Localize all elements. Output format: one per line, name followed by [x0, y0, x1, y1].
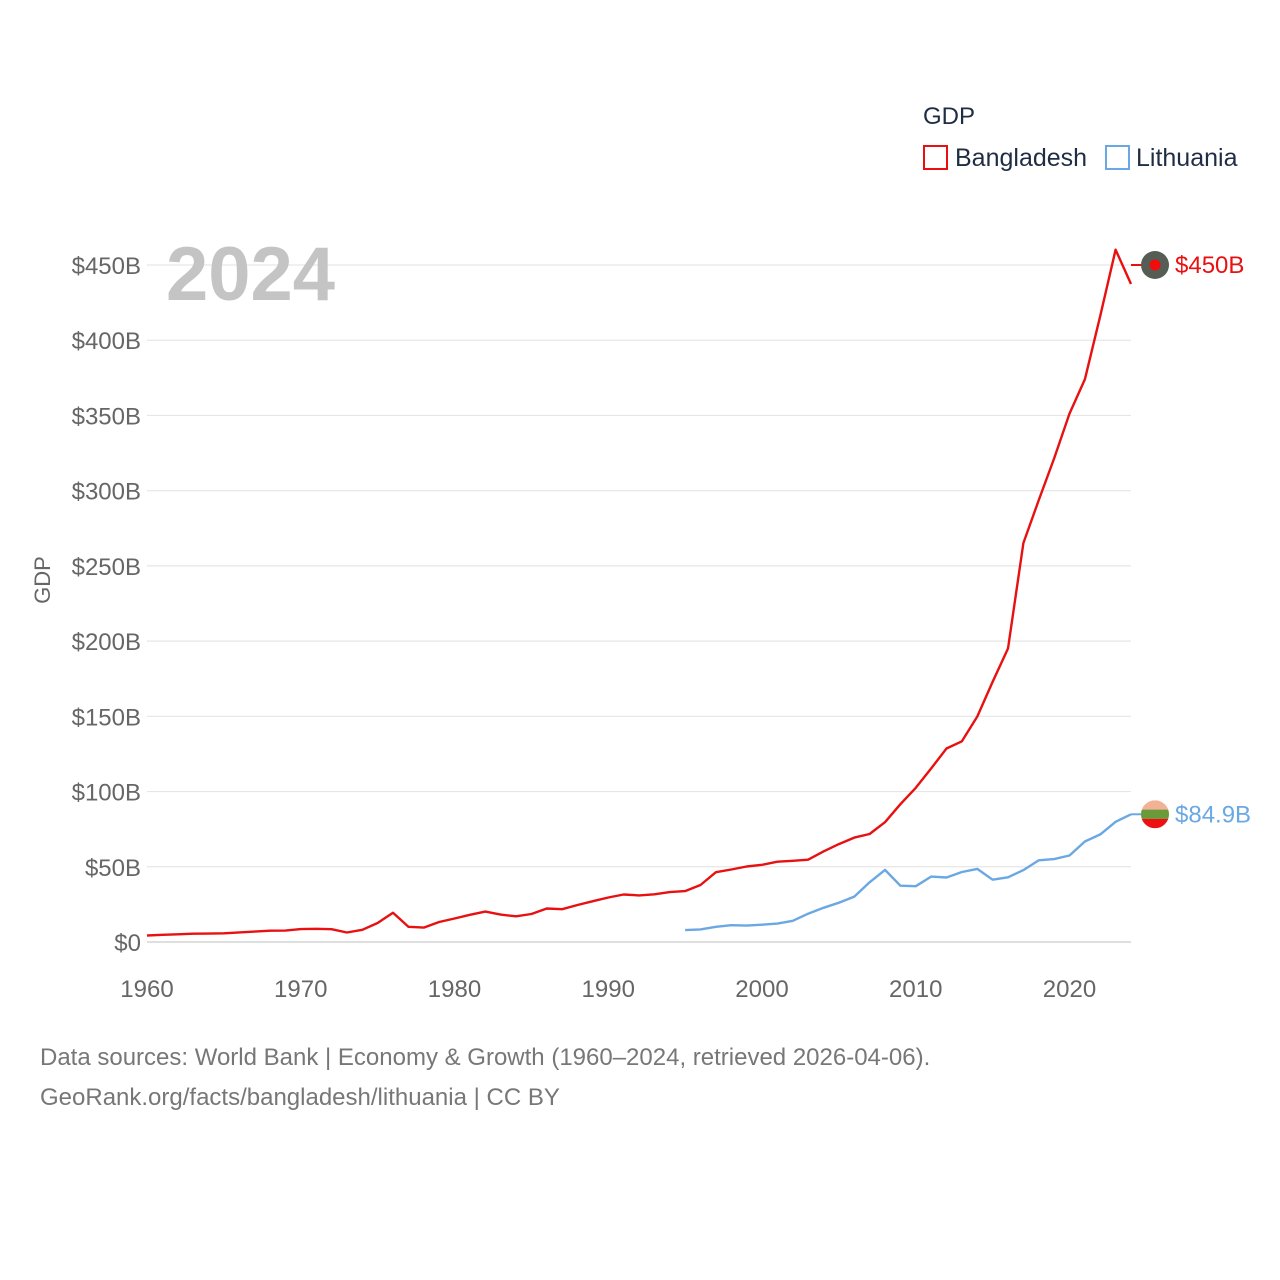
x-tick-label: 1970	[274, 976, 327, 1003]
legend: GDP Bangladesh Lithuania	[923, 103, 1238, 172]
flag-marker-bangladesh[interactable]	[1141, 251, 1169, 279]
source-line-2: GeoRank.org/facts/bangladesh/lithuania |…	[40, 1084, 560, 1111]
legend-label-bangladesh[interactable]: Bangladesh	[955, 144, 1087, 172]
y-axis-title: GDP	[30, 556, 55, 604]
y-tick-label: $200B	[72, 629, 141, 656]
legend-title: GDP	[923, 103, 975, 130]
y-tick-label: $250B	[72, 554, 141, 581]
y-tick-label: $100B	[72, 780, 141, 807]
x-tick-label: 1960	[120, 976, 173, 1003]
series-line-lithuania[interactable]	[685, 813, 1132, 932]
x-tick-label: 2020	[1043, 976, 1096, 1003]
x-tick-label: 2010	[889, 976, 942, 1003]
legend-label-lithuania[interactable]: Lithuania	[1136, 144, 1238, 172]
end-value-label-bangladesh: $450B	[1175, 252, 1244, 279]
y-axis-tick-labels: $0 $50B $100B $150B $200B $250B $300B $350B $400…	[72, 253, 141, 957]
y-tick-label: $350B	[72, 403, 141, 430]
y-tick-label: $150B	[72, 704, 141, 731]
x-tick-label: 1990	[582, 976, 635, 1003]
y-tick-label: $0	[114, 930, 141, 957]
year-label: 2024	[166, 232, 335, 317]
y-tick-label: $300B	[72, 479, 141, 506]
flag-disc	[1149, 259, 1161, 271]
legend-swatch-lithuania[interactable]	[1105, 145, 1130, 170]
y-tick-label: $450B	[72, 253, 141, 280]
series-lines	[146, 248, 1133, 937]
y-tick-label: $400B	[72, 328, 141, 355]
end-value-label-lithuania: $84.9B	[1175, 801, 1251, 828]
y-tick-label: $50B	[85, 855, 141, 882]
flag-stripe-middle	[1141, 809, 1169, 819]
flag-stripe-top	[1141, 800, 1169, 810]
end-markers: $450B $84.9B	[1131, 251, 1251, 829]
flag-marker-lithuania[interactable]	[1141, 800, 1169, 829]
x-tick-label: 1980	[428, 976, 481, 1003]
x-axis-tick-labels: 1960 1970 1980 1990 2000 2010 2020	[120, 976, 1096, 1003]
legend-swatch-bangladesh[interactable]	[923, 145, 948, 170]
flag-stripe-bottom	[1141, 818, 1169, 829]
source-line-1: Data sources: World Bank | Economy & Gro…	[40, 1044, 931, 1071]
series-line-bangladesh[interactable]	[146, 248, 1133, 937]
gridlines	[147, 264, 1131, 943]
x-tick-label: 2000	[735, 976, 788, 1003]
